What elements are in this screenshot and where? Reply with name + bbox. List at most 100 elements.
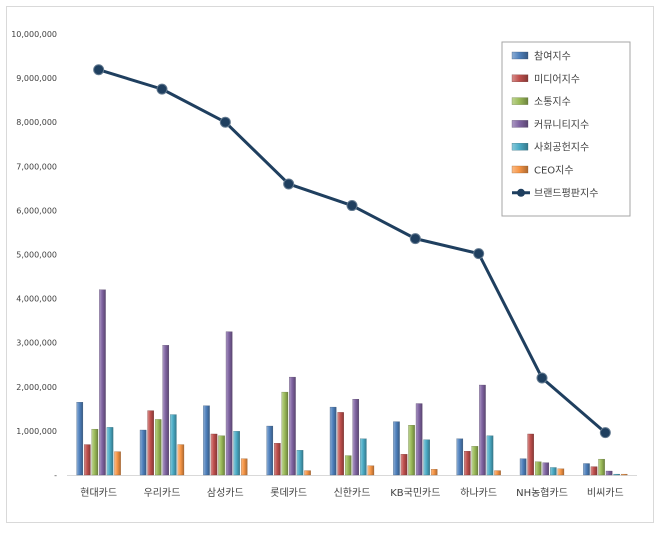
bar-CEO지수-삼성카드: [240, 458, 248, 476]
bar-소통지수-NH농협카드: [534, 461, 542, 476]
x-tick-label: 하나카드: [460, 486, 497, 499]
bar-CEO지수-신한카드: [367, 465, 375, 476]
legend-swatch-CEO지수: [511, 165, 529, 174]
legend-box: [501, 41, 631, 217]
y-tick-label: 3,000,000: [16, 339, 57, 348]
bar-미디어지수-비씨카드: [590, 466, 598, 476]
legend-swatch-사회공헌지수: [511, 143, 529, 151]
x-tick-label: 현대카드: [80, 487, 117, 499]
chart-frame: - 1,000,000 2,000,000 3,000,000 4,000,000 5,0…: [6, 6, 654, 523]
x-tick-label: 롯데카드: [270, 487, 307, 499]
bar-사회공헌지수-KB국민카드: [423, 439, 430, 476]
bar-미디어지수-삼성카드: [210, 433, 218, 476]
bar-CEO지수-하나카드: [494, 470, 501, 476]
bar-사회공헌지수-삼성카드: [233, 431, 240, 476]
line-point-롯데카드: [283, 178, 295, 190]
bar-사회공헌지수-현대카드: [106, 427, 114, 476]
bar-참여지수-신한카드: [329, 406, 337, 476]
line-point-KB국민카드: [409, 233, 421, 245]
y-tick-label: 7,000,000: [16, 162, 57, 171]
line-point-현대카드: [93, 64, 105, 76]
legend-label: CEO지수: [534, 165, 574, 177]
legend-label: 미디어지수: [534, 73, 580, 85]
bar-소통지수-우리카드: [154, 419, 162, 476]
bar-소통지수-비씨카드: [598, 458, 605, 476]
bar-미디어지수-우리카드: [147, 410, 154, 476]
bar-참여지수-우리카드: [139, 429, 147, 476]
y-tick-label: 6,000,000: [16, 206, 57, 215]
bar-참여지수-NH농협카드: [519, 458, 527, 476]
bar-커뮤니티지수-롯데카드: [289, 376, 296, 476]
bar-사회공헌지수-롯데카드: [296, 450, 304, 476]
legend-swatch-소통지수: [511, 97, 529, 105]
bar-커뮤니티지수-우리카드: [162, 345, 170, 476]
bar-CEO지수-우리카드: [177, 444, 185, 476]
bar-소통지수-하나카드: [471, 446, 479, 476]
bar-참여지수-KB국민카드: [393, 421, 400, 476]
bar-사회공헌지수-우리카드: [170, 414, 177, 476]
x-tick-label: 삼성카드: [207, 487, 244, 499]
bar-소통지수-신한카드: [344, 455, 352, 476]
bar-사회공헌지수-NH농협카드: [550, 467, 557, 476]
line-point-신한카드: [346, 200, 358, 212]
bar-미디어지수-신한카드: [337, 412, 344, 476]
bar-사회공헌지수-신한카드: [360, 438, 367, 476]
legend-label: 소통지수: [534, 96, 571, 108]
bar-사회공헌지수-하나카드: [486, 435, 494, 476]
y-tick-label: 2,000,000: [16, 383, 57, 392]
bar-소통지수-KB국민카드: [408, 425, 415, 476]
legend-label: 참여지수: [534, 51, 571, 63]
bar-참여지수-삼성카드: [203, 405, 210, 476]
bar-CEO지수-롯데카드: [304, 470, 311, 476]
bar-CEO지수-비씨카드: [620, 473, 628, 476]
bar-미디어지수-KB국민카드: [400, 454, 408, 476]
bar-미디어지수-하나카드: [464, 451, 471, 476]
x-tick-label: 비씨카드: [587, 487, 624, 499]
bar-커뮤니티지수-하나카드: [479, 384, 486, 476]
bar-소통지수-롯데카드: [281, 391, 289, 476]
legend-swatch-참여지수: [511, 51, 529, 60]
line-point-하나카드: [473, 248, 485, 260]
x-tick-label: 우리카드: [144, 487, 181, 499]
line-point-우리카드: [156, 83, 168, 95]
line-point-비씨카드: [599, 427, 611, 439]
line-point-삼성카드: [219, 116, 231, 128]
legend-label: 커뮤니티지수: [534, 119, 589, 131]
chart: - 1,000,000 2,000,000 3,000,000 4,000,000 5,0…: [11, 30, 637, 499]
bar-소통지수-현대카드: [91, 428, 99, 476]
legend-swatch-커뮤니티지수: [511, 120, 529, 128]
bar-커뮤니티지수-삼성카드: [225, 331, 233, 476]
bar-미디어지수-롯데카드: [274, 443, 281, 476]
y-tick-label: 1,000,000: [16, 427, 57, 436]
x-tick-label: KB국민카드: [390, 487, 440, 499]
x-tick-label: NH농협카드: [516, 486, 568, 499]
bar-사회공헌지수-비씨카드: [613, 473, 620, 476]
bar-커뮤니티지수-비씨카드: [605, 470, 613, 476]
bar-CEO지수-현대카드: [114, 451, 121, 476]
bar-커뮤니티지수-신한카드: [352, 398, 360, 476]
bar-미디어지수-NH농협카드: [527, 433, 534, 476]
legend-label: 사회공헌지수: [534, 142, 589, 154]
y-tick-label: 5,000,000: [16, 251, 57, 260]
bar-참여지수-하나카드: [456, 438, 464, 476]
legend-swatch-미디어지수: [511, 74, 529, 82]
y-tick-label: 9,000,000: [16, 74, 57, 83]
y-tick-label: 4,000,000: [16, 295, 57, 304]
bar-커뮤니티지수-현대카드: [99, 289, 106, 476]
bar-참여지수-비씨카드: [583, 463, 590, 476]
line-point-NH농협카드: [536, 372, 548, 384]
bar-CEO지수-KB국민카드: [430, 469, 438, 476]
bar-참여지수-롯데카드: [266, 425, 274, 476]
legend-label: 브랜드평판지수: [534, 187, 598, 199]
bar-커뮤니티지수-NH농협카드: [542, 462, 550, 476]
bar-미디어지수-현대카드: [84, 444, 91, 476]
y-tick-label: -: [54, 471, 57, 480]
legend-swatch-marker: [517, 188, 525, 197]
y-tick-label: 8,000,000: [16, 118, 57, 127]
bar-참여지수-현대카드: [76, 402, 84, 476]
y-tick-label: 10,000,000: [11, 30, 57, 39]
x-tick-label: 신한카드: [334, 487, 371, 499]
bar-CEO지수-NH농협카드: [557, 468, 565, 476]
bar-커뮤니티지수-KB국민카드: [415, 403, 423, 476]
bar-소통지수-삼성카드: [218, 435, 225, 476]
